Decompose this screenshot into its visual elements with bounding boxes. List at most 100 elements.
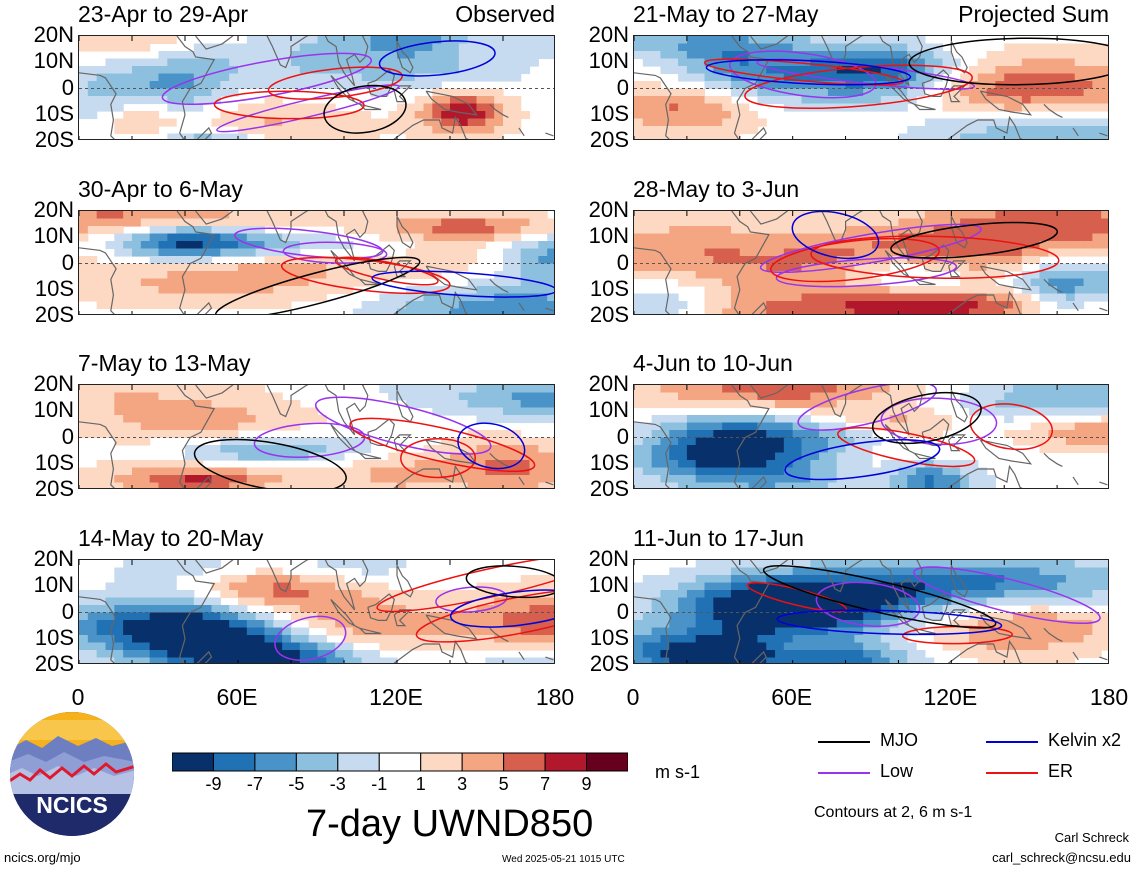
- heatmap-cell: [458, 73, 469, 82]
- heatmap-cell: [132, 467, 142, 476]
- heatmap-cell: [748, 271, 758, 280]
- heatmap-cell: [1083, 58, 1093, 67]
- heatmap-cell: [1092, 133, 1102, 139]
- heatmap-cell: [827, 226, 838, 235]
- heatmap-cell: [678, 437, 688, 446]
- heatmap-cell: [916, 308, 926, 314]
- heatmap-cell: [889, 415, 900, 424]
- heatmap-cell: [634, 118, 644, 127]
- heatmap-cell: [202, 415, 213, 424]
- heatmap-cell: [1004, 308, 1014, 314]
- heatmap-cell: [827, 301, 838, 310]
- heatmap-cell: [792, 635, 803, 644]
- heatmap-cell: [96, 385, 107, 394]
- heatmap-cell: [766, 657, 776, 663]
- heatmap-cell: [951, 582, 961, 591]
- heatmap-cell: [836, 560, 847, 569]
- heatmap-cell: [211, 482, 221, 488]
- heatmap-cell: [1039, 51, 1049, 60]
- heatmap-cell: [863, 308, 873, 314]
- heatmap-cell: [388, 627, 398, 636]
- heatmap-cell: [149, 407, 160, 416]
- heatmap-cell: [634, 385, 644, 394]
- heatmap-cell: [854, 278, 864, 287]
- heatmap-cell: [511, 590, 522, 599]
- heatmap-cell: [167, 58, 177, 67]
- heatmap-cell: [476, 437, 486, 446]
- heatmap-cell: [669, 271, 679, 280]
- heatmap-cell: [898, 567, 908, 576]
- heatmap-cell: [1039, 226, 1049, 235]
- heatmap-cell: [246, 103, 257, 112]
- heatmap-cell: [819, 263, 829, 272]
- heatmap-cell: [149, 36, 160, 45]
- heatmap-cell: [185, 590, 195, 599]
- heatmap-cell: [547, 575, 554, 584]
- heatmap-cell: [149, 385, 160, 394]
- heatmap-cell: [810, 301, 820, 310]
- heatmap-cell: [485, 301, 495, 310]
- heatmap-cell: [775, 635, 785, 644]
- coastline: [751, 475, 767, 488]
- heatmap-cell: [308, 218, 319, 227]
- heatmap-cell: [1101, 400, 1108, 409]
- heatmap-cell: [1101, 81, 1108, 90]
- heatmap-cell: [1065, 241, 1076, 250]
- coastline: [195, 385, 234, 399]
- heatmap-cell: [264, 445, 274, 454]
- heatmap-cell: [503, 407, 513, 416]
- heatmap-cell: [220, 58, 230, 67]
- heatmap-cell: [1065, 88, 1076, 97]
- heatmap-cell: [863, 51, 873, 60]
- heatmap-cell: [854, 36, 864, 45]
- heatmap-cell: [485, 475, 495, 484]
- heatmap-cell: [678, 650, 688, 659]
- heatmap-cell: [651, 452, 662, 461]
- heatmap-cell: [1083, 218, 1093, 227]
- heatmap-cell: [432, 66, 442, 75]
- heatmap-cell: [1074, 278, 1085, 287]
- heatmap-cell: [511, 642, 522, 651]
- heatmap-cell: [538, 642, 548, 651]
- heatmap-cell: [775, 218, 785, 227]
- heatmap-cell: [942, 103, 952, 112]
- heatmap-cell: [326, 620, 336, 629]
- heatmap-cell: [96, 407, 107, 416]
- heatmap-cell: [176, 422, 186, 431]
- heatmap-cell: [907, 43, 917, 52]
- heatmap-cell: [291, 415, 301, 424]
- heatmap-cell: [211, 627, 221, 636]
- heatmap-cell: [423, 211, 433, 220]
- heatmap-cell: [202, 51, 213, 60]
- heatmap-cell: [149, 88, 160, 97]
- heatmap-cell: [291, 445, 301, 454]
- heatmap-cell: [458, 218, 469, 227]
- heatmap-cell: [255, 657, 266, 663]
- heatmap-cell: [432, 612, 442, 621]
- heatmap-cell: [282, 133, 292, 139]
- heatmap-cell: [255, 575, 266, 584]
- heatmap-cell: [114, 635, 124, 644]
- heatmap-cell: [748, 482, 758, 488]
- heatmap-cell: [854, 567, 864, 576]
- heatmap-cell: [96, 43, 107, 52]
- heatmap-cell: [441, 233, 451, 242]
- heatmap-cell: [414, 126, 425, 135]
- heatmap-cell: [669, 293, 679, 302]
- heatmap-cell: [924, 575, 935, 584]
- heatmap-cell: [432, 241, 442, 250]
- heatmap-cell: [898, 286, 908, 295]
- heatmap-cell: [282, 482, 292, 488]
- contour-low: [282, 241, 388, 264]
- heatmap-cell: [1004, 43, 1014, 52]
- heatmap-cell: [397, 293, 407, 302]
- heatmap-cell: [995, 58, 1005, 67]
- coastline: [947, 464, 1023, 488]
- heatmap-cell: [202, 286, 213, 295]
- heatmap-cell: [863, 612, 873, 621]
- heatmap-cell: [317, 437, 327, 446]
- heatmap-cell: [722, 218, 732, 227]
- heatmap-cell: [520, 43, 531, 52]
- heatmap-cell: [863, 597, 873, 606]
- heatmap-cell: [176, 256, 186, 265]
